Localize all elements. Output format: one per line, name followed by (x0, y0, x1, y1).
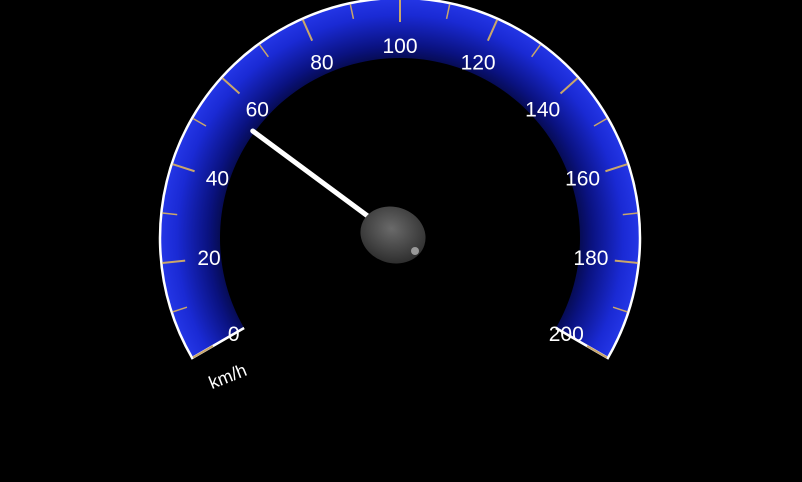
major-tick (614, 259, 638, 264)
tick-label-120: 120 (461, 52, 496, 75)
tick-label-160: 160 (565, 168, 600, 191)
minor-tick (531, 44, 542, 58)
minor-tick (612, 306, 628, 313)
minor-tick (349, 4, 355, 20)
major-tick (586, 345, 608, 359)
gauge-band (160, 0, 640, 358)
minor-tick (192, 117, 207, 127)
minor-tick (172, 306, 188, 313)
minor-tick (445, 4, 451, 20)
minor-tick (622, 212, 638, 216)
tick-label-0: 0 (228, 323, 240, 346)
major-tick (162, 259, 186, 264)
minor-tick (593, 117, 608, 127)
major-tick (192, 345, 214, 359)
tick-label-140: 140 (525, 99, 560, 122)
gauge-ticks (162, 0, 638, 359)
tick-label-60: 60 (246, 99, 269, 122)
major-tick (559, 77, 579, 95)
gauge-rim (158, 0, 642, 360)
tick-label-200: 200 (549, 323, 584, 346)
major-tick (301, 19, 314, 42)
unit-label: km/h (206, 360, 250, 393)
tick-label-20: 20 (197, 247, 220, 270)
tick-label-40: 40 (206, 168, 229, 191)
minor-tick (162, 212, 178, 216)
tick-label-100: 100 (382, 35, 417, 58)
major-tick (605, 163, 628, 173)
major-tick (221, 77, 241, 95)
minor-tick (258, 44, 269, 58)
gauge-hub (360, 206, 426, 264)
tick-label-80: 80 (310, 52, 333, 75)
major-tick (172, 163, 195, 173)
major-tick (486, 19, 499, 42)
needle-pivot (411, 247, 419, 255)
gauge-tick-labels: 0 20 40 60 80 100 120 140 160 180 200 (197, 35, 608, 346)
tick-label-180: 180 (573, 247, 608, 270)
